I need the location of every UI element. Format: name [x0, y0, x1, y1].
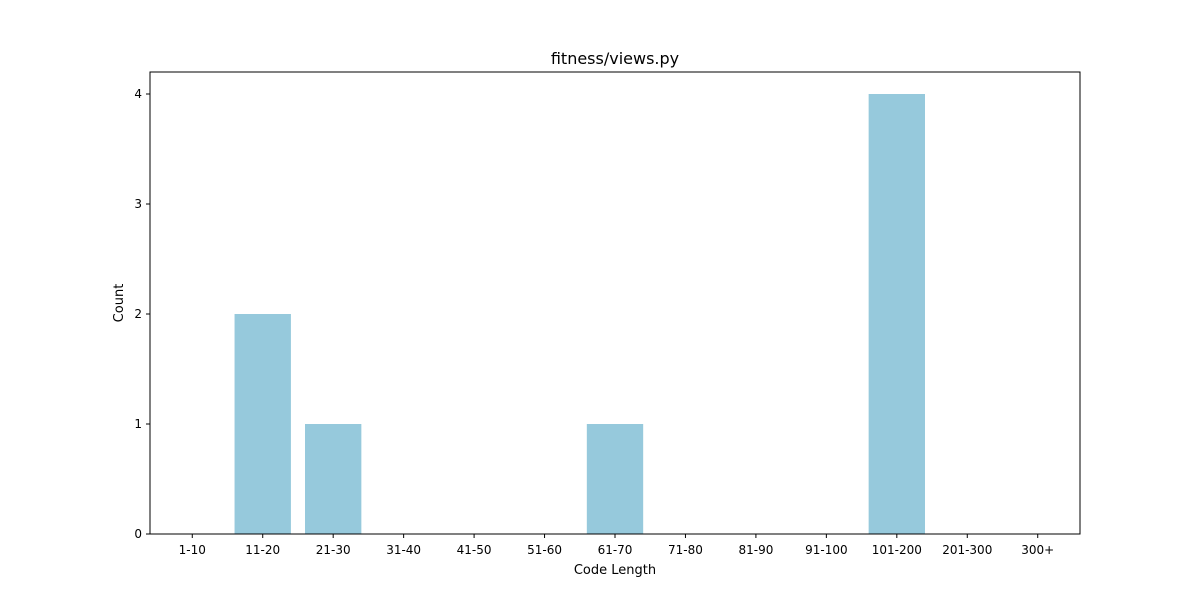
y-tick-label: 4: [134, 87, 142, 101]
x-axis-ticks: 1-10 11-20 21-30 31-40 41-50 51-60 61-70 71-80 8…: [179, 534, 1054, 557]
x-tick-label: 71-80: [668, 543, 703, 557]
x-tick-label: 61-70: [598, 543, 633, 557]
x-tick-label: 11-20: [245, 543, 280, 557]
x-tick-label: 91-100: [805, 543, 848, 557]
chart-title: fitness/views.py: [551, 49, 679, 68]
y-axis-ticks: 0 1 2 3 4: [134, 87, 150, 541]
bar-61-70: [586, 424, 644, 534]
x-tick-label: 1-10: [179, 543, 206, 557]
x-axis-label: Code Length: [574, 563, 656, 578]
bar-101-200: [868, 94, 925, 534]
y-tick-label: 1: [134, 417, 142, 431]
x-tick-label: 41-50: [457, 543, 492, 557]
y-tick-label: 0: [134, 527, 142, 541]
x-tick-label: 31-40: [386, 543, 421, 557]
x-tick-label: 81-90: [738, 543, 773, 557]
y-axis-label: Count: [112, 284, 127, 323]
bars-group: [234, 94, 925, 534]
x-tick-label: 21-30: [316, 543, 351, 557]
x-tick-label: 300+: [1021, 543, 1054, 557]
bar-21-30: [305, 424, 362, 534]
y-tick-label: 2: [134, 307, 142, 321]
x-tick-label: 101-200: [872, 543, 922, 557]
bar-11-20: [234, 314, 291, 534]
y-tick-label: 3: [134, 197, 142, 211]
x-tick-label: 51-60: [527, 543, 562, 557]
x-tick-label: 201-300: [942, 543, 992, 557]
